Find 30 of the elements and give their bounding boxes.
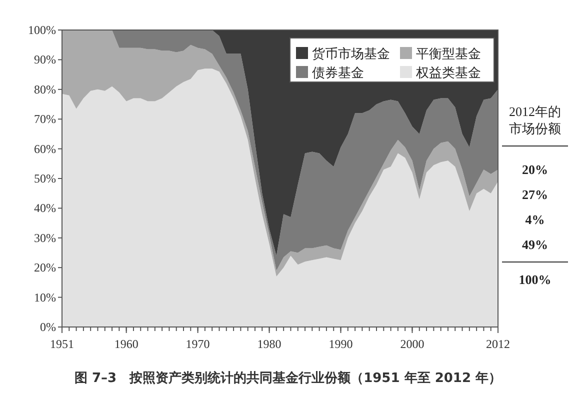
text: 20% xyxy=(522,162,548,177)
text: 市场份额 xyxy=(509,121,561,136)
x-tick-label: 1990 xyxy=(328,337,353,351)
y-tick-label: 90% xyxy=(34,52,56,67)
text: 27% xyxy=(522,187,548,202)
legend-label: 债券基金 xyxy=(312,65,364,80)
y-tick-label: 80% xyxy=(34,82,56,96)
text: 图 7–3 按照资产类别统计的共同基金行业份额（1951 年至 2012 年） xyxy=(74,370,502,386)
y-tick-label: 50% xyxy=(34,172,56,186)
x-tick-label: 2012 xyxy=(486,337,510,351)
y-tick-label: 60% xyxy=(34,142,56,156)
y-tick-label: 20% xyxy=(34,260,56,275)
x-tick-label: 1951 xyxy=(50,337,74,351)
y-tick-label: 40% xyxy=(34,201,56,216)
y-tick-label: 10% xyxy=(34,290,56,304)
legend-label: 权益类基金 xyxy=(415,65,481,80)
text: 100% xyxy=(518,272,552,287)
x-tick-label: 1960 xyxy=(114,337,138,351)
y-tick-label: 30% xyxy=(34,230,56,245)
text: 49% xyxy=(522,237,548,252)
x-tick-label: 1980 xyxy=(257,337,282,351)
y-tick-label: 0% xyxy=(40,320,56,334)
y-tick-label: 100% xyxy=(28,23,56,37)
x-tick-label: 2000 xyxy=(400,337,424,351)
x-tick-label: 1970 xyxy=(186,337,210,351)
text: 2012年的 xyxy=(509,104,561,119)
legend-label: 平衡型基金 xyxy=(416,46,481,61)
legend-label: 货币市场基金 xyxy=(312,46,390,61)
y-tick-label: 70% xyxy=(34,112,56,126)
text: 4% xyxy=(525,212,545,227)
